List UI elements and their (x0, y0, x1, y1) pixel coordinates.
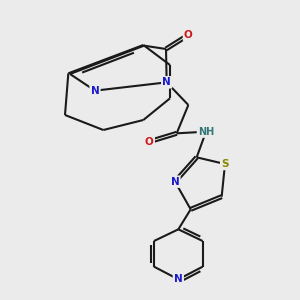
Text: O: O (184, 30, 193, 40)
Text: NH: NH (198, 127, 214, 137)
Text: N: N (91, 86, 99, 96)
Text: S: S (221, 159, 229, 169)
Text: N: N (171, 177, 179, 187)
Text: N: N (162, 77, 171, 87)
Text: O: O (145, 137, 154, 147)
Text: N: N (174, 274, 183, 284)
